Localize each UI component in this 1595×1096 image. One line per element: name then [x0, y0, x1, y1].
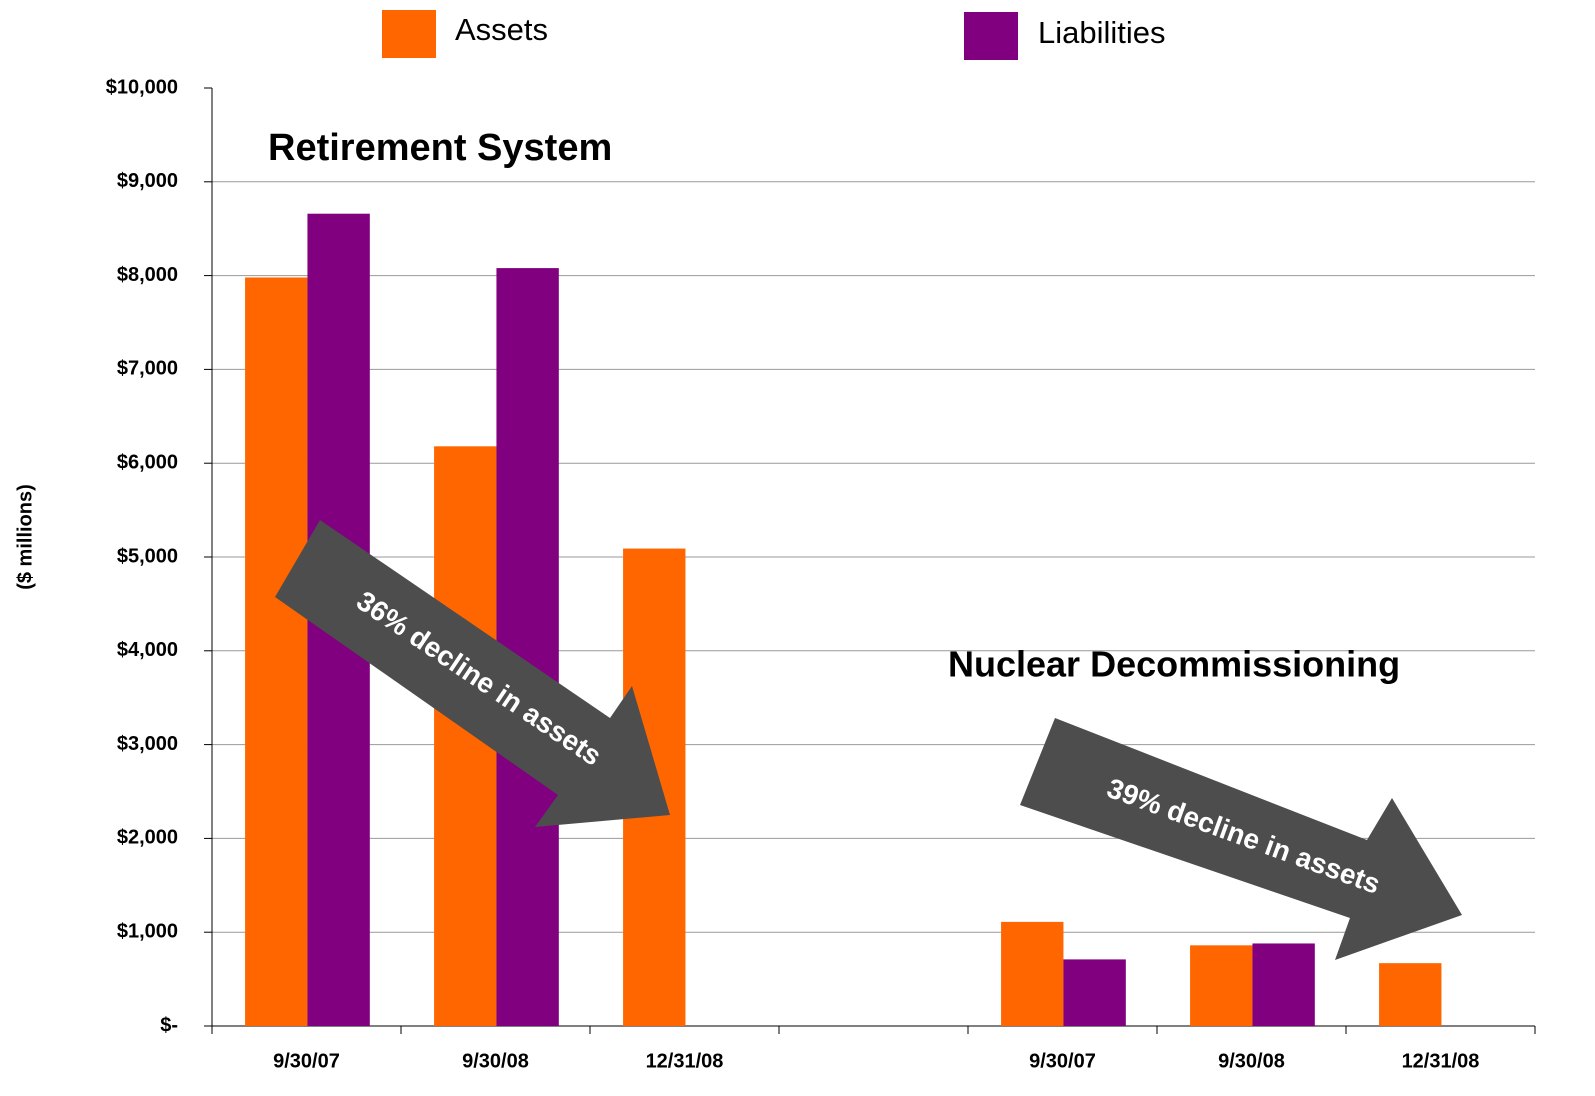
x-tick-label: 12/31/08: [1402, 1050, 1480, 1072]
y-tick-label: $8,000: [117, 264, 178, 286]
y-tick-label: $10,000: [106, 76, 178, 98]
y-axis-label: ($ millions): [14, 484, 36, 590]
annotation: Retirement System: [268, 127, 612, 169]
x-tick-label: 9/30/07: [1029, 1050, 1096, 1072]
bar: [1379, 963, 1442, 1026]
legend-label: Assets: [455, 12, 548, 47]
annotation: Nuclear Decommissioning: [948, 644, 1400, 685]
bar: [1252, 943, 1315, 1026]
x-tick-label: 9/30/07: [273, 1050, 340, 1072]
y-tick-label: $3,000: [117, 733, 178, 755]
bar: [245, 277, 308, 1026]
arrow: [1020, 718, 1462, 960]
y-tick-label: $-: [160, 1014, 178, 1036]
bar: [1001, 921, 1064, 1026]
y-tick-label: $9,000: [117, 170, 178, 192]
legend-label: Liabilities: [1038, 15, 1166, 50]
bar: [1190, 945, 1253, 1026]
y-tick-label: $4,000: [117, 639, 178, 661]
x-tick-label: 9/30/08: [1218, 1050, 1285, 1072]
y-tick-label: $1,000: [117, 920, 178, 942]
arrow: [275, 520, 670, 827]
x-tick-label: 9/30/08: [462, 1050, 529, 1072]
bar: [1063, 959, 1126, 1026]
legend-swatch: [964, 12, 1018, 60]
y-tick-label: $7,000: [117, 358, 178, 380]
y-tick-label: $5,000: [117, 545, 178, 567]
legend-swatch: [382, 10, 436, 58]
x-tick-label: 12/31/08: [646, 1050, 724, 1072]
bar: [496, 268, 559, 1026]
y-tick-label: $6,000: [117, 451, 178, 473]
y-tick-label: $2,000: [117, 827, 178, 849]
